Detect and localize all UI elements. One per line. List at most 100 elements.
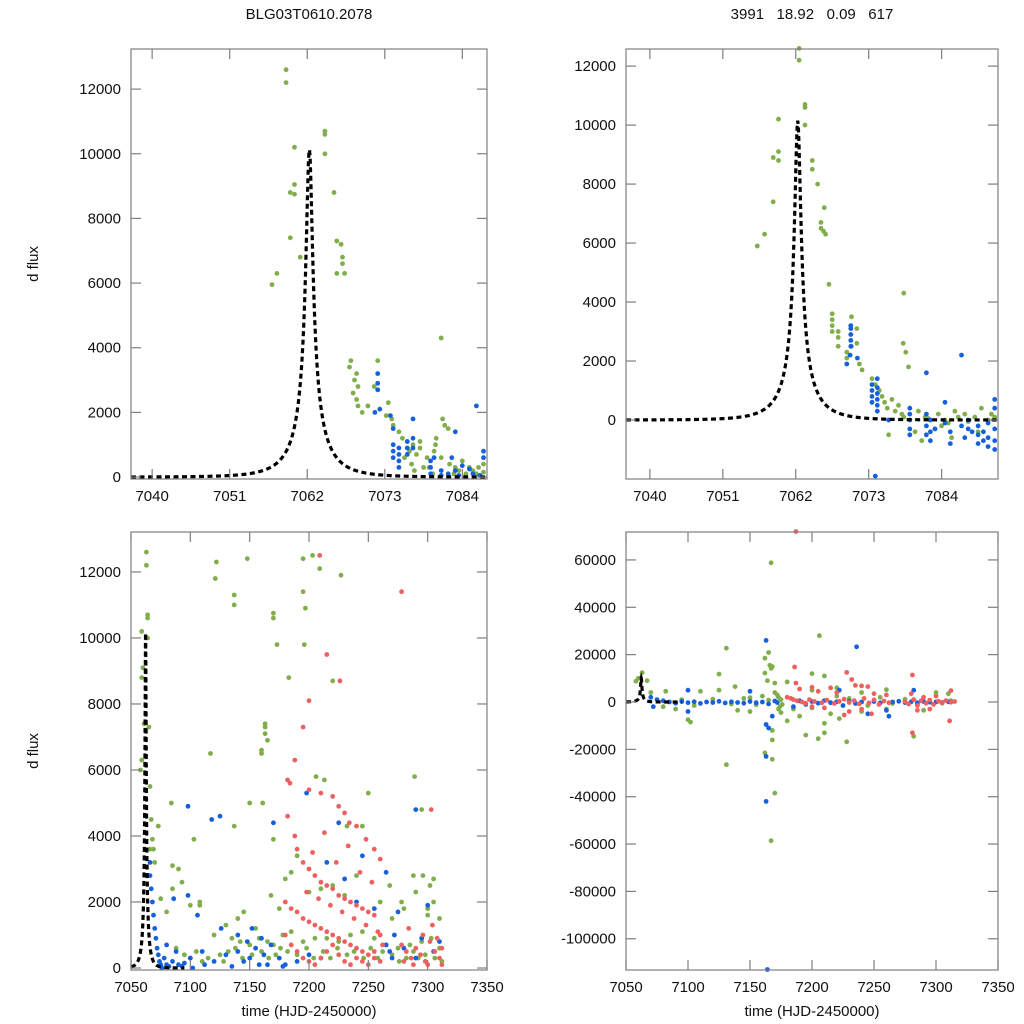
data-point	[139, 629, 145, 634]
data-point	[766, 701, 771, 707]
data-point	[377, 932, 383, 938]
data-point	[235, 932, 241, 938]
data-point	[205, 955, 211, 961]
data-point	[331, 190, 337, 195]
data-point	[918, 698, 924, 704]
data-point	[150, 899, 155, 905]
data-point	[336, 952, 342, 958]
data-point	[797, 686, 802, 692]
data-point	[851, 698, 857, 703]
y-tick-label: 0	[113, 960, 121, 977]
data-point	[822, 730, 827, 736]
data-point	[365, 952, 371, 958]
data-point	[282, 899, 288, 905]
data-point	[417, 439, 423, 444]
data-point	[360, 929, 365, 935]
data-point	[776, 158, 781, 163]
series-blue	[147, 790, 442, 971]
data-point	[320, 949, 326, 954]
y-tick-label: 4000	[583, 294, 616, 311]
data-point	[409, 461, 414, 467]
data-point	[285, 949, 290, 954]
data-point	[452, 429, 458, 435]
data-point	[301, 642, 307, 647]
data-point	[854, 644, 859, 650]
data-point	[809, 704, 815, 710]
data-point	[413, 955, 419, 961]
data-point	[828, 700, 833, 706]
data-point	[822, 673, 827, 679]
data-point	[928, 429, 933, 435]
data-point	[244, 556, 250, 562]
data-point	[948, 688, 954, 693]
data-point	[439, 959, 445, 964]
data-point	[467, 466, 472, 472]
data-point	[685, 709, 691, 714]
data-point	[866, 700, 872, 706]
data-point	[821, 205, 827, 211]
data-point	[884, 687, 889, 693]
data-point	[924, 411, 929, 417]
data-point	[639, 670, 645, 675]
data-point	[765, 678, 770, 684]
data-point	[199, 959, 205, 964]
data-point	[992, 447, 998, 452]
data-point	[869, 376, 875, 382]
data-point	[633, 678, 639, 684]
data-point	[874, 408, 880, 414]
data-point	[877, 694, 883, 700]
data-point	[241, 959, 247, 964]
data-point	[402, 455, 407, 461]
data-point	[716, 671, 722, 677]
data-point	[324, 883, 330, 888]
x-tick-label: 7062	[779, 488, 812, 505]
axes-frame	[130, 48, 488, 480]
data-point	[342, 939, 347, 944]
data-point	[330, 794, 336, 799]
data-point	[892, 408, 898, 414]
data-point	[330, 932, 336, 938]
data-point	[338, 572, 344, 578]
data-point	[916, 408, 921, 414]
x-tick-label: 7250	[857, 979, 890, 996]
data-point	[170, 863, 175, 869]
data-point	[481, 469, 486, 475]
data-point	[772, 680, 778, 686]
data-point	[152, 860, 158, 865]
data-point	[823, 231, 828, 237]
data-point	[288, 906, 294, 911]
data-point	[348, 932, 353, 938]
data-point	[292, 191, 297, 197]
data-point	[828, 685, 833, 691]
data-point	[817, 633, 822, 639]
data-point	[874, 376, 880, 382]
data-point	[856, 701, 862, 707]
y-tick-label: 12000	[574, 58, 616, 75]
data-point	[342, 810, 347, 816]
x-tick-label: 7350	[981, 979, 1014, 996]
y-tick-label: -20000	[569, 741, 616, 758]
data-point	[371, 935, 377, 941]
data-point	[428, 807, 434, 812]
data-point	[981, 438, 986, 444]
data-point	[294, 909, 300, 915]
data-point	[265, 939, 270, 944]
x-tick-label: 7051	[213, 488, 246, 505]
data-point	[396, 452, 402, 457]
data-point	[906, 701, 912, 707]
x-tick-label: 7150	[733, 979, 766, 996]
data-point	[354, 899, 359, 905]
data-point	[829, 317, 835, 323]
data-point	[774, 700, 780, 705]
data-point	[371, 955, 377, 961]
data-layer	[633, 529, 957, 972]
panel-bottom-left: 7050 7100 7150 7200 7250 7300 7350 0 2000 4000 600…	[79, 531, 504, 996]
data-point	[779, 702, 785, 707]
x-tick-label: 7100	[174, 979, 207, 996]
y-tick-label: 10000	[79, 146, 121, 163]
data-point	[294, 949, 300, 954]
data-point	[735, 707, 740, 713]
data-point	[324, 935, 330, 941]
data-point	[923, 700, 929, 706]
data-point	[430, 922, 435, 928]
